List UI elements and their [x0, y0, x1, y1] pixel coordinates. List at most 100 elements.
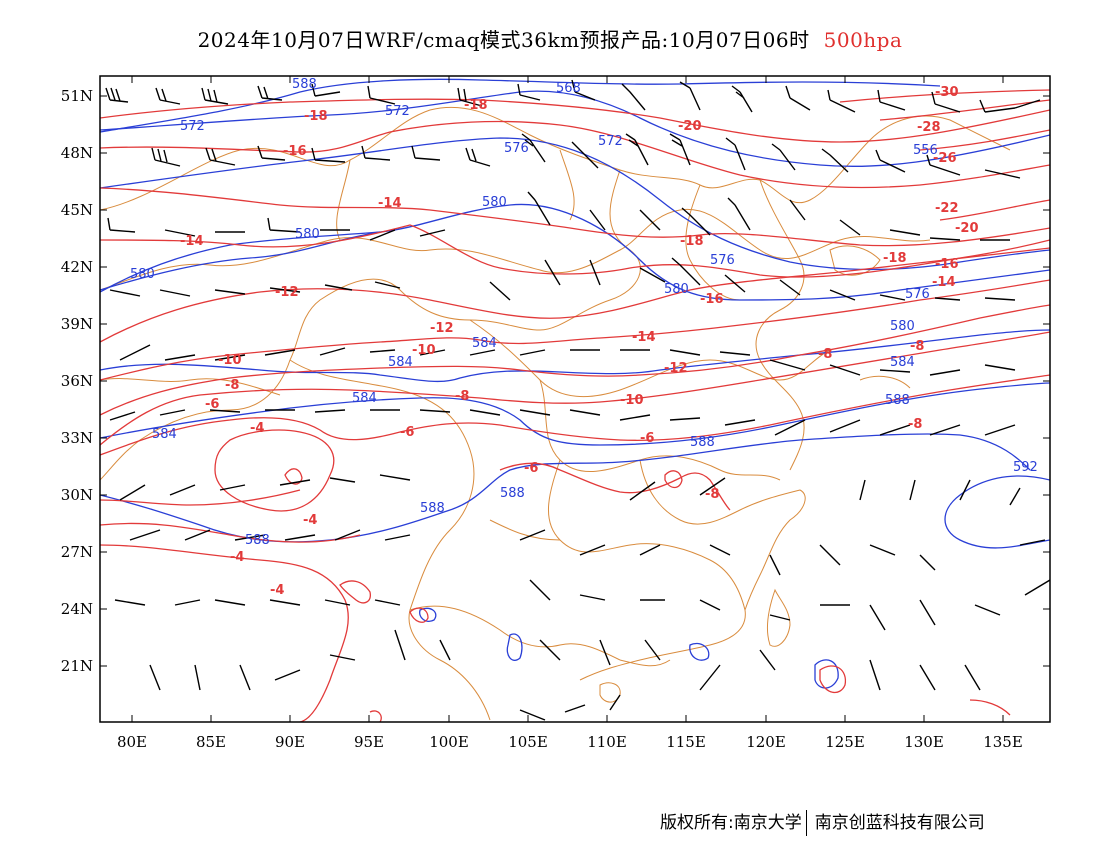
lat-label: 21N [61, 657, 93, 675]
temperature-label: -18 [883, 251, 907, 266]
temperature-label: -6 [524, 461, 538, 476]
temperature-label: -10 [218, 353, 242, 368]
height-label: 572 [598, 134, 623, 149]
temperature-label: -8 [818, 347, 832, 362]
temperature-label: -4 [230, 550, 244, 565]
lon-label: 110E [587, 733, 627, 751]
temperature-label: -14 [932, 275, 956, 290]
temperature-label: -28 [917, 120, 941, 135]
lat-label: 36N [61, 372, 93, 390]
height-contours [100, 78, 1050, 689]
lon-label: 120E [746, 733, 786, 751]
lon-label: 125E [825, 733, 865, 751]
title-main: 2024年10月07日WRF/cmaq模式36km预报产品:10月07日06时 [197, 28, 810, 52]
lat-label: 30N [61, 486, 93, 504]
height-label: 588 [245, 533, 270, 548]
height-label: 568 [556, 81, 581, 96]
height-label: 572 [385, 104, 410, 119]
temperature-label: -10 [620, 393, 644, 408]
temperature-label: -8 [705, 487, 719, 502]
temperature-label: -6 [640, 431, 654, 446]
latitude-ticks [100, 76, 1050, 722]
lat-label: 39N [61, 315, 93, 333]
temperature-label: -6 [400, 425, 414, 440]
temperature-label: -8 [910, 339, 924, 354]
footer-divider [805, 810, 807, 836]
lat-label: 45N [61, 201, 93, 219]
lat-label: 33N [61, 429, 93, 447]
height-label: 584 [352, 391, 377, 406]
height-label: 588 [292, 77, 317, 92]
lon-label: 95E [354, 733, 384, 751]
temperature-label: -10 [412, 343, 436, 358]
height-label: 572 [180, 119, 205, 134]
height-label: 580 [664, 282, 689, 297]
height-label: 588 [885, 393, 910, 408]
wind-barbs [105, 79, 1050, 721]
copyright-owner: 版权所有:南京大学 [660, 813, 802, 833]
temperature-label: -4 [250, 421, 264, 436]
height-label: 576 [710, 253, 735, 268]
height-label: 576 [504, 141, 529, 156]
height-label: 580 [482, 195, 507, 210]
temperature-label: -18 [304, 109, 328, 124]
height-label: 580 [295, 227, 320, 242]
height-label: 592 [1013, 460, 1038, 475]
height-label: 580 [130, 267, 155, 282]
temperature-label: -12 [430, 321, 454, 336]
height-label: 588 [500, 486, 525, 501]
lon-label: 105E [508, 733, 548, 751]
height-label: 584 [388, 355, 413, 370]
height-label: 588 [420, 501, 445, 516]
lon-label: 85E [196, 733, 226, 751]
height-label: 576 [905, 287, 930, 302]
lon-label: 115E [666, 733, 706, 751]
lat-label: 51N [61, 87, 93, 105]
temperature-label: -4 [303, 513, 317, 528]
temperature-label: -14 [378, 196, 402, 211]
height-label: 584 [890, 355, 915, 370]
lat-label: 48N [61, 144, 93, 162]
temperature-label: -12 [664, 361, 688, 376]
temperature-label: -8 [908, 417, 922, 432]
temperature-label: -20 [678, 119, 702, 134]
temperature-label: -26 [933, 151, 957, 166]
lat-label: 27N [61, 543, 93, 561]
lon-label: 90E [275, 733, 305, 751]
lon-label: 80E [117, 733, 147, 751]
temperature-label: -18 [464, 98, 488, 113]
temperature-contour-labels: -18 -16 -18 -20 -30 -28 -26 -14 -14 -18 … [180, 85, 979, 598]
plot-frame [99, 75, 1051, 723]
latitude-labels: 51N 48N 45N 42N 39N 36N 33N 30N 27N 24N … [61, 87, 93, 675]
title-pressure-level: 500hpa [823, 28, 903, 52]
lon-label: 135E [983, 733, 1023, 751]
copyright-footer: 版权所有:南京大学 南京创蓝科技有限公司 [660, 808, 985, 836]
temperature-label: -14 [632, 330, 656, 345]
height-contour-labels: 588 572 572 568 576 572 556 580 580 580 … [130, 77, 1038, 548]
company-name: 南京创蓝科技有限公司 [814, 813, 985, 833]
height-label: 584 [152, 427, 177, 442]
longitude-labels: 80E 85E 90E 95E 100E 105E 110E 115E 120E… [117, 733, 1023, 751]
height-label: 556 [913, 143, 938, 158]
height-label: 584 [472, 336, 497, 351]
temperature-label: -22 [935, 201, 959, 216]
temperature-label: -30 [935, 85, 959, 100]
temperature-label: -16 [935, 257, 959, 272]
height-label: 588 [690, 435, 715, 450]
lat-label: 42N [61, 258, 93, 276]
map-title: 2024年10月07日WRF/cmaq模式36km预报产品:10月07日06时 5… [0, 24, 1100, 53]
temperature-label: -18 [680, 234, 704, 249]
temperature-label: -20 [955, 221, 979, 236]
height-label: 580 [890, 319, 915, 334]
temperature-label: -6 [205, 397, 219, 412]
temperature-label: -12 [275, 285, 299, 300]
temperature-contours [100, 89, 1050, 722]
lon-label: 100E [429, 733, 469, 751]
temperature-label: -14 [180, 234, 204, 249]
temperature-label: -8 [225, 378, 239, 393]
lon-label: 130E [904, 733, 944, 751]
lat-label: 24N [61, 600, 93, 618]
temperature-label: -8 [455, 389, 469, 404]
temperature-label: -16 [700, 292, 724, 307]
